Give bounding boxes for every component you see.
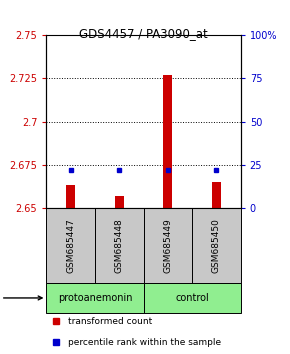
Text: agent: agent: [0, 293, 42, 303]
Bar: [212, 182, 221, 208]
Text: GSM685450: GSM685450: [212, 218, 221, 273]
Bar: [95, 208, 144, 283]
Text: GSM685449: GSM685449: [163, 218, 172, 273]
Bar: [46, 208, 95, 283]
Bar: [164, 75, 172, 208]
Bar: [144, 283, 241, 313]
Text: protoanemonin: protoanemonin: [58, 293, 132, 303]
Text: percentile rank within the sample: percentile rank within the sample: [68, 338, 221, 347]
Text: control: control: [175, 293, 209, 303]
Bar: [66, 185, 75, 208]
Text: GDS4457 / PA3090_at: GDS4457 / PA3090_at: [79, 27, 208, 40]
Text: GSM685448: GSM685448: [115, 218, 124, 273]
Bar: [144, 208, 192, 283]
Bar: [115, 196, 124, 208]
Text: transformed count: transformed count: [68, 316, 152, 326]
Bar: [46, 283, 144, 313]
Bar: [192, 208, 241, 283]
Text: GSM685447: GSM685447: [66, 218, 75, 273]
